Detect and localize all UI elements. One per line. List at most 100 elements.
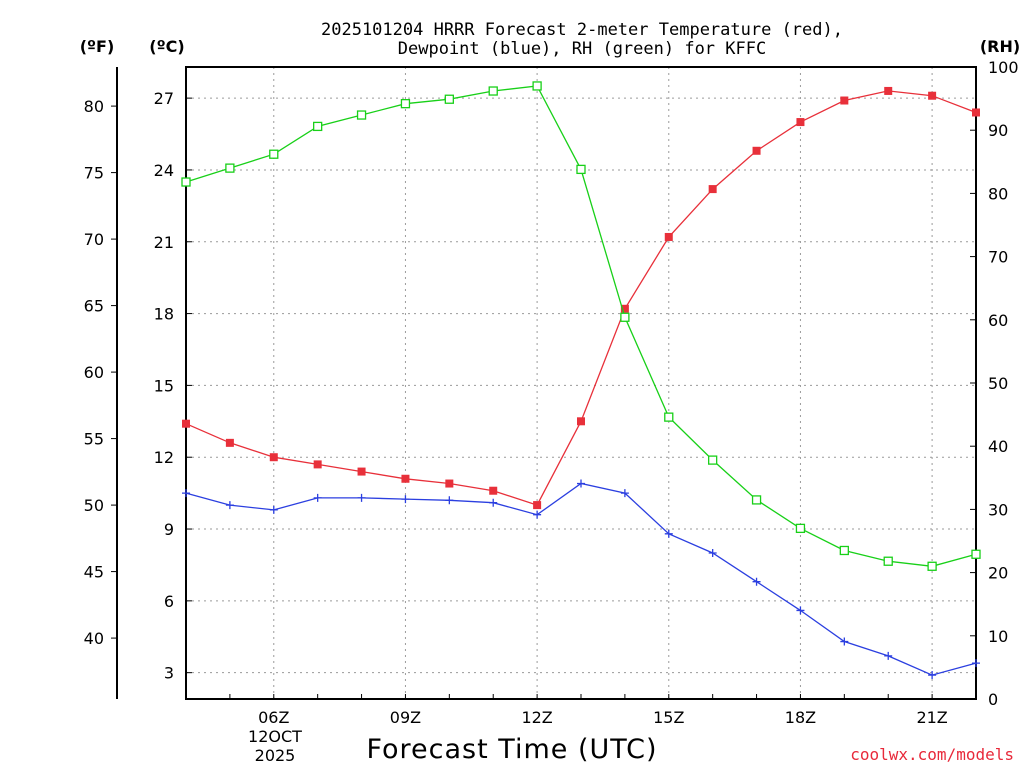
series-layer (181, 81, 981, 680)
x-tick-label: 18Z (785, 708, 816, 727)
temperature-point (796, 118, 805, 127)
fahrenheit-tick-label: 55 (84, 430, 104, 449)
temperature-point (840, 96, 849, 105)
fahrenheit-tick-label: 60 (84, 363, 104, 382)
dewpoint-point (884, 651, 893, 660)
temperature-point (972, 108, 980, 117)
x-tick-label: 06Z (258, 708, 289, 727)
plot-frame (185, 66, 977, 700)
rh-point (971, 549, 981, 559)
temperature-point (313, 460, 322, 469)
temperature-point (928, 91, 937, 100)
temperature-point (752, 146, 761, 155)
rh-point (532, 81, 542, 91)
celsius-tick-label: 18 (154, 305, 174, 324)
rh-tick-label: 40 (988, 437, 1008, 456)
rh-unit-label: (RH) (980, 37, 1020, 56)
dewpoint-point (401, 495, 410, 504)
rh-point (313, 121, 323, 132)
rh-tick-label: 0 (988, 690, 998, 709)
fahrenheit-tick-label: 80 (84, 97, 104, 116)
rh-line (185, 85, 977, 567)
temperature-point (708, 185, 717, 194)
fahrenheit-tick-label: 70 (84, 230, 104, 249)
dewpoint-point (313, 493, 322, 502)
celsius-tick-label: 12 (154, 448, 174, 467)
fahrenheit-unit-label: (ºF) (80, 37, 115, 56)
dewpoint-point (533, 510, 542, 519)
rh-point (708, 455, 718, 465)
temperature-line (185, 90, 977, 506)
temperature-point (489, 486, 498, 495)
credit-label: coolwx.com/models (850, 745, 1014, 764)
temperature-point (533, 501, 542, 510)
rh-point (488, 86, 498, 96)
dewpoint-point (269, 505, 278, 514)
temperature-point (884, 86, 893, 95)
temperature-point (269, 453, 278, 462)
rh-point (225, 163, 235, 173)
x-tick-label: 21Z (916, 708, 947, 727)
rh-tick-label: 90 (988, 121, 1008, 140)
rh-point (751, 495, 762, 505)
rh-point (664, 412, 674, 422)
dewpoint-point (840, 637, 849, 646)
dewpoint-point (972, 659, 980, 668)
rh-tick-label: 100 (988, 58, 1019, 77)
chart-title-line1: 2025101204 HRRR Forecast 2-meter Tempera… (321, 20, 843, 40)
rh-tick-label: 50 (988, 374, 1008, 393)
rh-point (444, 94, 454, 104)
fahrenheit-tick-label: 75 (84, 164, 104, 183)
axis-ticks-layer: 3 6 9 12 15 18 21 24 27 06Z 09Z 12Z 15Z 18Z 21Z 40 45 50 5… (84, 58, 1019, 727)
rh-point (795, 523, 806, 534)
rh-point (883, 556, 893, 566)
rh-tick-label: 10 (988, 627, 1008, 646)
temperature-point (401, 474, 410, 483)
rh-point (356, 110, 367, 120)
rh-tick-label: 20 (988, 564, 1008, 583)
celsius-tick-label: 9 (164, 520, 174, 539)
rh-point (839, 545, 849, 556)
dewpoint-point (445, 496, 454, 505)
rh-point (620, 312, 630, 322)
dewpoint-point (752, 577, 761, 586)
temperature-point (620, 304, 629, 313)
x-axis-title: Forecast Time (UTC) (366, 734, 657, 765)
dewpoint-point (577, 479, 585, 488)
date-label-line1: 12OCT (248, 727, 302, 746)
dewpoint-point (182, 489, 190, 498)
celsius-tick-label: 6 (164, 592, 174, 611)
fahrenheit-tick-label: 40 (84, 629, 104, 648)
dewpoint-point (489, 498, 498, 507)
celsius-tick-label: 3 (164, 664, 174, 683)
temperature-point (664, 232, 673, 241)
rh-point (576, 164, 586, 175)
grid-layer (186, 67, 976, 699)
temperature-point (357, 467, 366, 476)
celsius-tick-label: 27 (154, 89, 174, 108)
temperature-point (577, 417, 585, 426)
chart-title-line2: Dewpoint (blue), RH (green) for KFFC (398, 39, 766, 59)
x-tick-label: 12Z (521, 708, 552, 727)
dewpoint-point (225, 501, 234, 510)
dewpoint-point (928, 671, 937, 680)
celsius-unit-label: (ºC) (149, 37, 184, 56)
rh-point (269, 149, 279, 159)
temperature-point (445, 479, 454, 488)
rh-point (181, 177, 191, 187)
dewpoint-point (357, 493, 366, 502)
temperature-point (225, 438, 234, 447)
date-label-line2: 2025 (255, 746, 296, 765)
celsius-tick-label: 15 (154, 376, 174, 395)
x-tick-label: 09Z (390, 708, 421, 727)
rh-point (927, 561, 937, 571)
temperature-point (182, 419, 190, 428)
rh-point (400, 99, 411, 109)
dewpoint-point (796, 606, 805, 615)
dewpoint-point (708, 548, 717, 557)
dewpoint-line (185, 482, 977, 676)
celsius-tick-label: 24 (154, 161, 174, 180)
rh-tick-label: 80 (988, 184, 1008, 203)
rh-tick-label: 60 (988, 311, 1008, 330)
